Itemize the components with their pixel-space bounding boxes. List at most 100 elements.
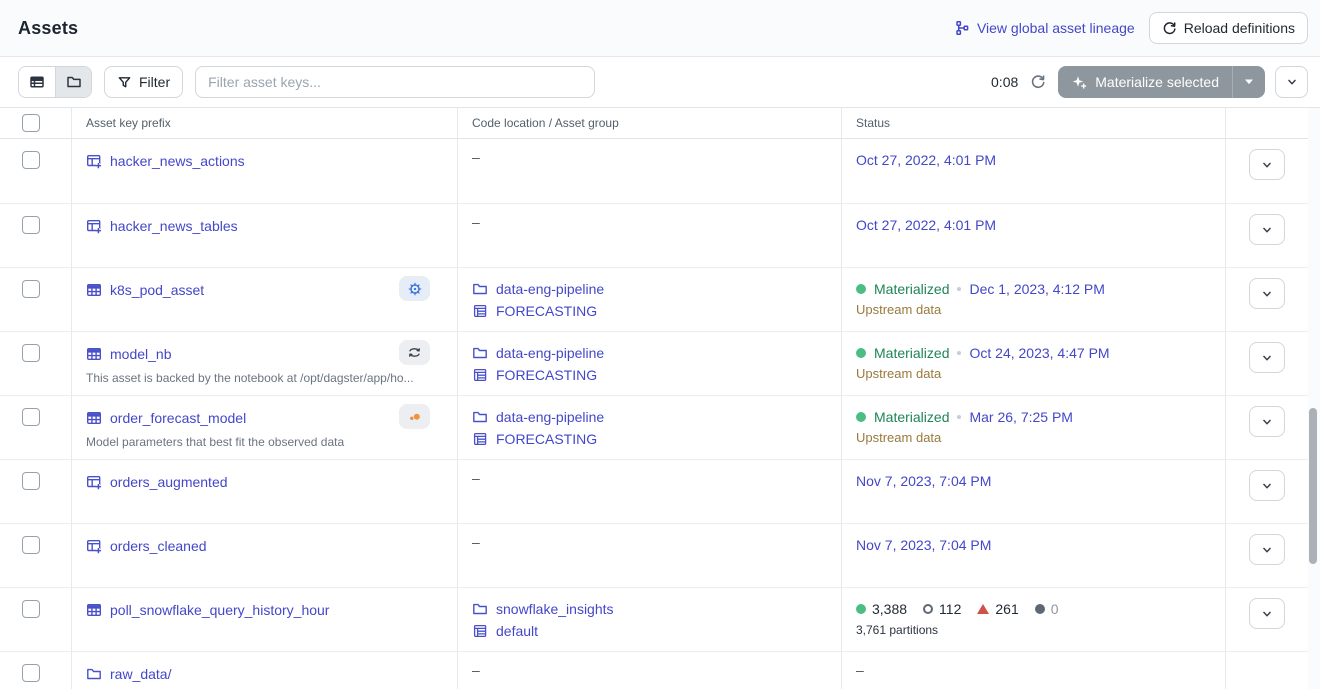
filter-asset-keys-input[interactable]: [195, 66, 596, 98]
code-location-line: data-eng-pipeline: [472, 278, 841, 300]
chevron-down-icon: [1260, 287, 1274, 301]
status-line: Oct 27, 2022, 4:01 PM: [856, 149, 1225, 171]
materialize-selected-button[interactable]: Materialize selected: [1058, 66, 1232, 98]
table-view-toggle[interactable]: [19, 67, 55, 97]
asset-key-link[interactable]: hacker_news_tables: [110, 218, 238, 234]
row-expand-button[interactable]: [1249, 214, 1285, 245]
view-toggle: [18, 66, 92, 98]
asset-key-line: hacker_news_actions: [86, 151, 457, 171]
row-checkbox[interactable]: [22, 600, 40, 618]
table-icon: [86, 346, 102, 362]
page-header: Assets View global asset lineage Reload …: [0, 0, 1320, 57]
status-line: Oct 27, 2022, 4:01 PM: [856, 214, 1225, 236]
asset-key-link[interactable]: orders_augmented: [110, 474, 228, 490]
expand-cell: [1226, 139, 1308, 203]
asset-key-cell: order_forecast_model Model parameters tha…: [72, 396, 458, 459]
materialization-date-link[interactable]: Oct 24, 2023, 4:47 PM: [969, 345, 1110, 361]
row-expand-button[interactable]: [1249, 149, 1285, 180]
row-checkbox[interactable]: [22, 472, 40, 490]
row-checkbox[interactable]: [22, 280, 40, 298]
empty-dash: –: [856, 662, 864, 678]
status-cell: Oct 27, 2022, 4:01 PM: [842, 139, 1226, 203]
folder-icon: [472, 345, 488, 361]
asset-group-icon: [472, 303, 488, 319]
vertical-scrollbar-thumb[interactable]: [1309, 408, 1317, 564]
reload-definitions-button[interactable]: Reload definitions: [1148, 12, 1308, 44]
row-checkbox[interactable]: [22, 151, 40, 169]
expand-cell: [1226, 332, 1308, 395]
materialize-options-caret[interactable]: [1232, 66, 1265, 98]
asset-group-link[interactable]: default: [496, 623, 539, 639]
materialization-date-link[interactable]: Nov 7, 2023, 7:04 PM: [856, 537, 992, 553]
row-checkbox[interactable]: [22, 344, 40, 362]
upstream-data-note: Upstream data: [856, 302, 942, 317]
view-global-asset-lineage-link[interactable]: View global asset lineage: [954, 20, 1135, 36]
chevron-down-icon: [1260, 415, 1274, 429]
asset-key-link[interactable]: model_nb: [110, 346, 172, 362]
code-location-cell: data-eng-pipeline FORECASTING: [458, 332, 842, 395]
partition-count: 0: [1034, 601, 1059, 617]
separator-dot: [957, 287, 962, 291]
select-all-checkbox[interactable]: [22, 114, 40, 132]
row-checkbox[interactable]: [22, 408, 40, 426]
materialization-date-link[interactable]: Dec 1, 2023, 4:12 PM: [969, 281, 1105, 297]
materialized-label: Materialized: [874, 409, 950, 425]
row-expand-button[interactable]: [1249, 406, 1285, 437]
separator-dot: [957, 351, 962, 355]
refresh-button[interactable]: [1028, 74, 1048, 90]
row-checkbox[interactable]: [22, 216, 40, 234]
code-location-link[interactable]: data-eng-pipeline: [496, 345, 605, 361]
materialized-label: Materialized: [874, 345, 950, 361]
asset-group-link[interactable]: FORECASTING: [496, 431, 598, 447]
asset-key-cell: poll_snowflake_query_history_hour: [72, 588, 458, 651]
code-location-link[interactable]: data-eng-pipeline: [496, 409, 605, 425]
materialization-date-link[interactable]: Nov 7, 2023, 7:04 PM: [856, 473, 992, 489]
more-actions-button[interactable]: [1275, 66, 1308, 98]
asset-key-link[interactable]: k8s_pod_asset: [110, 282, 205, 298]
asset-key-link[interactable]: hacker_news_actions: [110, 153, 245, 169]
lineage-link-label: View global asset lineage: [976, 20, 1135, 36]
asset-key-link[interactable]: orders_cleaned: [110, 538, 207, 554]
materialization-date-link[interactable]: Oct 27, 2022, 4:01 PM: [856, 152, 997, 168]
row-checkbox[interactable]: [22, 536, 40, 554]
asset-key-line: order_forecast_model: [86, 408, 457, 428]
asset-key-cell: k8s_pod_asset: [72, 268, 458, 331]
chevron-down-icon: [1260, 158, 1274, 172]
asset-key-link[interactable]: order_forecast_model: [110, 410, 247, 426]
table-icon: [86, 410, 102, 426]
materialization-date-link[interactable]: Oct 27, 2022, 4:01 PM: [856, 217, 997, 233]
asset-key-link[interactable]: poll_snowflake_query_history_hour: [110, 602, 330, 618]
code-location-link[interactable]: data-eng-pipeline: [496, 281, 605, 297]
expand-cell: [1226, 588, 1308, 651]
chevron-down-icon: [1260, 607, 1274, 621]
row-expand-button[interactable]: [1249, 278, 1285, 309]
asset-description: Model parameters that best fit the obser…: [86, 435, 345, 449]
asset-key-cell: orders_cleaned: [72, 524, 458, 587]
materialized-label: Materialized: [874, 281, 950, 297]
asset-group-link[interactable]: FORECASTING: [496, 303, 598, 319]
row-expand-button[interactable]: [1249, 598, 1285, 629]
asset-key-cell: hacker_news_actions: [72, 139, 458, 203]
status-cell: Materialized Dec 1, 2023, 4:12 PM Upstream…: [842, 268, 1226, 331]
status-cell: Nov 7, 2023, 7:04 PM: [842, 524, 1226, 587]
status-cell: Nov 7, 2023, 7:04 PM: [842, 460, 1226, 523]
materialized-dot: [856, 284, 866, 294]
asset-group-link[interactable]: FORECASTING: [496, 367, 598, 383]
row-checkbox[interactable]: [22, 664, 40, 682]
asset-group-line: FORECASTING: [472, 428, 841, 450]
toolbar-right: 0:08 Materialize selected: [991, 66, 1308, 98]
row-expand-button[interactable]: [1249, 342, 1285, 373]
filter-button[interactable]: Filter: [104, 66, 184, 98]
row-expand-button[interactable]: [1249, 534, 1285, 565]
partition-count-value: 0: [1050, 601, 1059, 617]
asset-key-link[interactable]: raw_data/: [110, 666, 172, 682]
row-expand-button[interactable]: [1249, 470, 1285, 501]
expand-cell: [1226, 524, 1308, 587]
lineage-icon: [954, 20, 970, 36]
code-location-link[interactable]: snowflake_insights: [496, 601, 614, 617]
asset-key-line: orders_augmented: [86, 472, 457, 492]
folder-view-toggle[interactable]: [55, 67, 91, 97]
asset-group-line: FORECASTING: [472, 364, 841, 386]
empty-dash: –: [472, 662, 480, 678]
materialization-date-link[interactable]: Mar 26, 7:25 PM: [969, 409, 1073, 425]
